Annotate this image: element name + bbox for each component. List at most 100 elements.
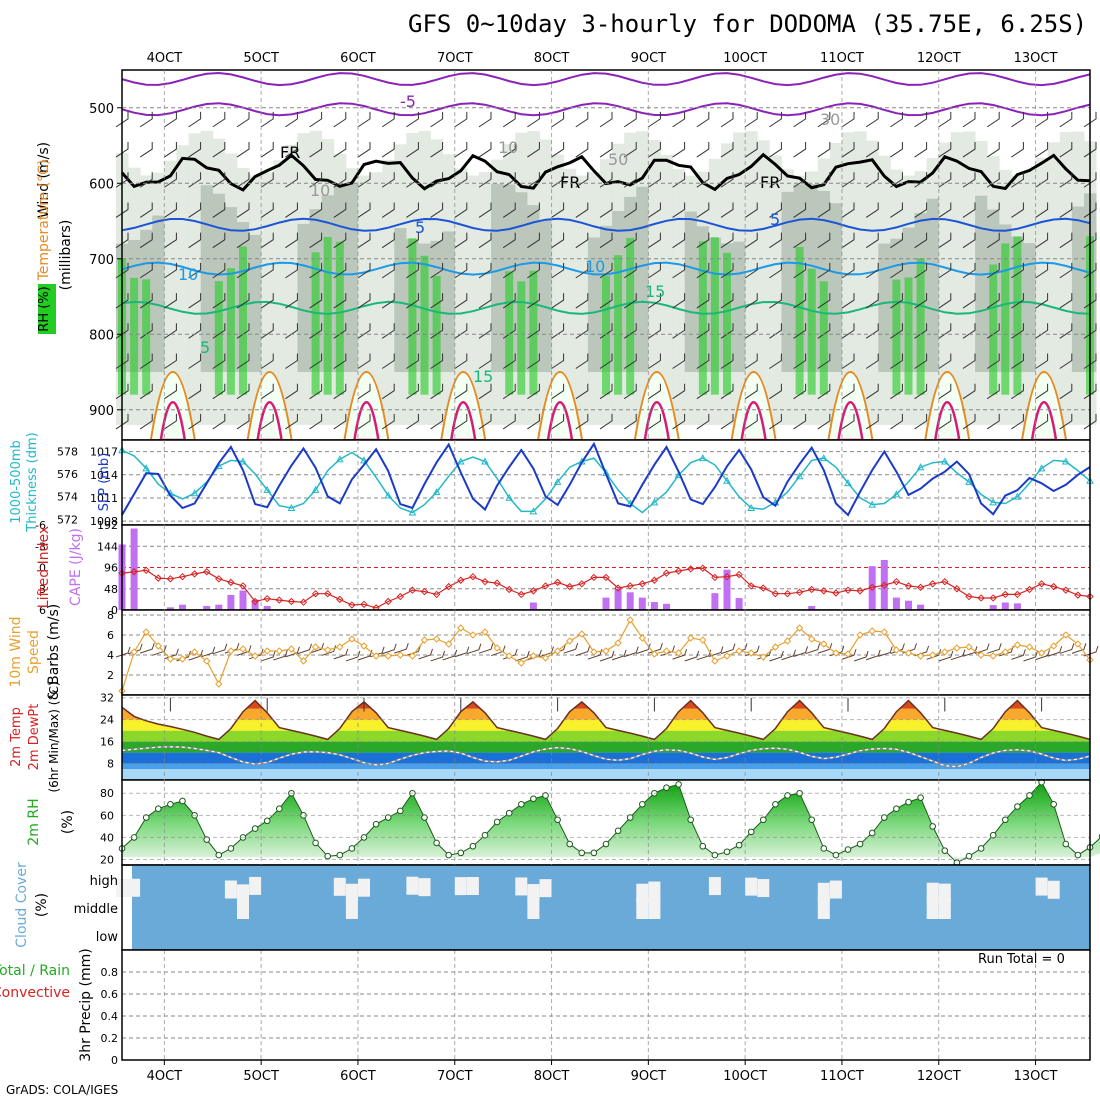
ylabel-lifted-index: Lifted Index — [36, 526, 52, 608]
rh-shade-green — [214, 281, 223, 395]
wind-barb — [309, 293, 323, 309]
chart-title: GFS 0~10day 3-hourly for DODOMA (35.75E,… — [408, 10, 1088, 38]
wind-barb — [502, 202, 516, 218]
lifted-index-point — [142, 566, 150, 575]
thickness-point — [868, 500, 877, 508]
wind-barb — [285, 383, 298, 400]
wind-barb — [551, 323, 565, 339]
wind-barb — [357, 353, 371, 369]
wind-barb — [817, 323, 831, 339]
wind-barb — [381, 262, 395, 279]
wind-barb — [938, 413, 952, 430]
cloud-clear-high — [358, 878, 370, 897]
wind-barb — [817, 383, 831, 400]
surface-wind-barb — [394, 642, 409, 654]
wind-barb — [454, 262, 468, 279]
wind-barb — [986, 383, 1000, 400]
wind-speed-point — [1025, 643, 1034, 651]
wind-barb — [115, 111, 129, 128]
wind-speed-point — [384, 652, 392, 660]
bottom-xtick: 5OCT — [243, 1069, 279, 1084]
rh-point — [989, 831, 997, 839]
cape-bar — [917, 604, 925, 610]
wind-barb — [696, 293, 710, 309]
warm-column — [1020, 371, 1068, 441]
wind-barb — [914, 142, 928, 158]
wind-barb — [236, 323, 250, 339]
wind-barb — [841, 262, 855, 279]
wind-barb — [623, 172, 637, 188]
wind-barb — [309, 413, 323, 430]
rh-shade-light — [563, 168, 577, 425]
wind-barb — [914, 353, 928, 369]
wind-ytick: 8 — [107, 609, 114, 622]
surface-wind-barb — [406, 645, 421, 656]
wind-barb — [914, 262, 928, 279]
wind-barb — [769, 232, 782, 249]
wind-barb — [986, 202, 1000, 218]
wind-barb — [938, 262, 952, 279]
wind-barb — [648, 383, 661, 400]
wind-barb — [115, 262, 129, 279]
rh-shade-green — [1013, 236, 1022, 395]
wind-barb — [454, 413, 468, 430]
cape-bar — [1001, 602, 1009, 610]
rh-point — [663, 784, 670, 792]
contour-label: 10 — [178, 265, 198, 284]
rh-point — [723, 848, 731, 856]
wind-speed-point — [1049, 642, 1058, 650]
wind-speed-point — [953, 644, 961, 652]
wind-barb — [744, 142, 758, 158]
cloud-clear-high — [418, 878, 431, 897]
cloud-clear-high — [1047, 880, 1060, 899]
rh-point — [554, 816, 561, 824]
cape-bar — [166, 607, 174, 610]
surface-wind-barb — [345, 650, 361, 662]
surface-wind-barb — [563, 643, 579, 654]
wind-barb — [1011, 293, 1024, 309]
wind-barb — [1035, 142, 1049, 158]
wind-barb — [1083, 172, 1097, 188]
ylabel-thickness-2: Thickness (dm) — [25, 432, 40, 532]
rh-point — [760, 816, 767, 824]
cloud-clear-high — [745, 877, 758, 896]
temp-band — [122, 769, 1090, 780]
wind-barb — [430, 262, 444, 279]
wind-barb — [986, 293, 1000, 309]
rh-shade-grey — [636, 186, 649, 373]
wind-barb — [744, 323, 758, 339]
wind-speed-point — [1013, 641, 1022, 649]
thickness-point — [311, 485, 320, 493]
lifted-index-point — [336, 595, 344, 604]
wind-barb — [502, 232, 516, 249]
cloud-level-label: high — [90, 874, 118, 889]
ylabel-barbs: & Barbs (m/s) — [46, 604, 62, 701]
wind-barb — [1059, 293, 1073, 309]
wind-barb — [478, 323, 492, 339]
isotherm--5 — [121, 71, 1091, 87]
wind-speed-point — [989, 652, 997, 660]
wind-speed-point — [323, 646, 332, 654]
hot-contour — [740, 401, 768, 442]
lifted-index-point — [287, 597, 296, 606]
wind-barb — [648, 413, 661, 430]
isotherm-15 — [121, 300, 1091, 315]
cape-bar — [179, 604, 186, 610]
wind-barb — [1083, 262, 1097, 279]
wind-barb — [454, 232, 468, 249]
wind-speed-point — [735, 647, 743, 655]
wind-speed-point — [565, 637, 574, 645]
slp-ytick: 1008 — [90, 515, 118, 528]
rh-shade-light — [1059, 132, 1073, 425]
wind-barb — [333, 323, 347, 339]
rh-point — [384, 814, 392, 821]
surface-wind-barb — [805, 643, 821, 655]
wind-barb — [1083, 142, 1097, 158]
upper-air-ytick: 600 — [89, 177, 114, 192]
ylabel-2m-dewpt: 2m DewPt — [27, 704, 42, 771]
wind-barb — [817, 413, 831, 430]
warm-column — [633, 371, 680, 441]
rh-point — [203, 836, 210, 843]
li-ytick: 3 — [39, 583, 46, 596]
wind-speed-point — [360, 642, 368, 650]
